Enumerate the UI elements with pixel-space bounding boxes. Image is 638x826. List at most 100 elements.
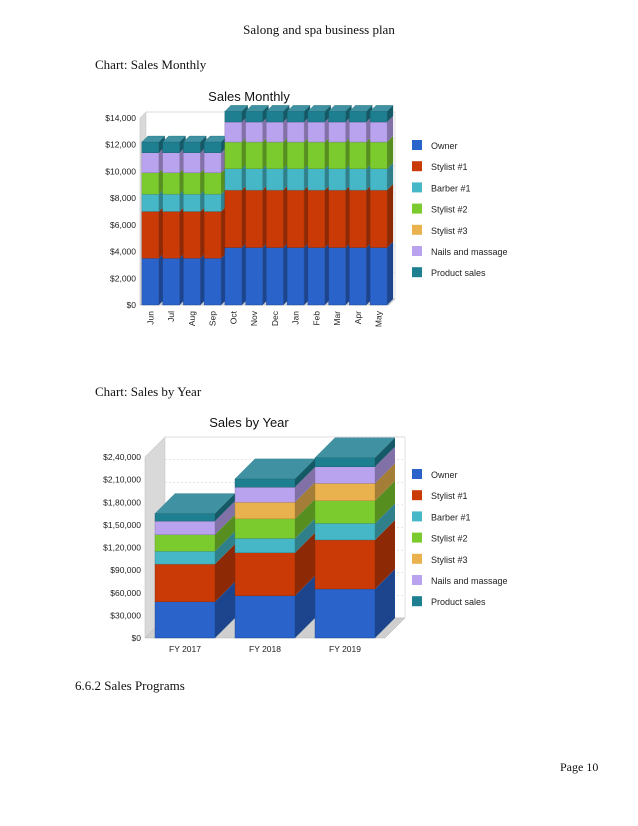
bar-segment-nails-and-massage xyxy=(234,467,315,503)
bar-side xyxy=(375,519,395,589)
legend-label: Nails and massage xyxy=(431,247,508,257)
bar-front xyxy=(183,152,201,173)
bar-segment-owner xyxy=(307,241,331,306)
bar-front xyxy=(203,141,222,153)
chart-caption-year: Chart: Sales by Year xyxy=(95,384,202,399)
bar-segment-stylist-1 xyxy=(203,205,228,259)
bar-side xyxy=(295,482,315,519)
x-tick-label: Feb xyxy=(311,311,321,326)
bar-front xyxy=(203,211,222,259)
bar-front xyxy=(162,172,180,195)
bar-segment-owner xyxy=(245,241,269,306)
bar-segment-owner xyxy=(349,241,373,306)
bar-segment-product-sales xyxy=(286,105,311,123)
bar-front xyxy=(162,211,180,259)
bar-front xyxy=(162,193,180,212)
bar-segment-barber-1 xyxy=(203,188,228,212)
bar-top xyxy=(183,135,207,143)
bar-segment-stylist-1 xyxy=(234,532,315,596)
bar-side xyxy=(387,105,394,123)
bar-front xyxy=(154,551,216,565)
bar-segment-product-sales xyxy=(154,493,236,522)
bar-front xyxy=(234,595,296,639)
bar-side xyxy=(375,480,395,524)
bar-side xyxy=(387,162,394,191)
bar-front xyxy=(245,121,263,143)
legend-label: Stylist #1 xyxy=(431,491,468,501)
bar-front xyxy=(183,211,201,259)
bar-top xyxy=(349,105,373,112)
bar-front xyxy=(266,168,284,191)
y-tick-label: $1,80,000 xyxy=(103,497,141,507)
legend-entry-stylist-2: Stylist #2 xyxy=(412,203,468,215)
bar-front xyxy=(286,168,305,191)
bar-segment-stylist-2 xyxy=(314,480,395,524)
bar-side xyxy=(295,498,315,539)
bar-front xyxy=(234,552,296,596)
bar-side xyxy=(215,514,235,552)
bar-front xyxy=(141,172,160,195)
legend-entry-stylist-2: Stylist #2 xyxy=(412,532,468,544)
bar-segment-owner xyxy=(162,252,186,306)
bar-top xyxy=(141,135,166,143)
y-tick-label: $0 xyxy=(127,300,137,310)
x-tick-label: Jun xyxy=(145,311,155,325)
bar-segment-stylist-3 xyxy=(314,463,395,501)
x-tick-label: Jan xyxy=(291,311,301,325)
y-tick-label: $8,000 xyxy=(110,193,136,203)
bar-segment-product-sales xyxy=(266,105,290,123)
bar-side xyxy=(295,532,315,596)
y-tick-label: $1,20,000 xyxy=(103,543,141,553)
bar-side xyxy=(375,446,395,484)
bar-segment-stylist-1 xyxy=(224,184,248,248)
x-tick-label: Jul xyxy=(166,311,176,322)
bar-segment-stylist-1 xyxy=(245,184,269,248)
bar-front xyxy=(369,141,388,169)
bar-front xyxy=(307,111,326,123)
chart-caption-monthly: Chart: Sales Monthly xyxy=(95,57,207,72)
bar-segment-barber-1 xyxy=(154,531,235,565)
legend-entry-product-sales: Product sales xyxy=(412,267,486,278)
legend-swatch xyxy=(412,203,422,214)
bar-front xyxy=(286,247,305,306)
bar-front xyxy=(224,247,243,306)
chart-title: Sales by Year xyxy=(209,415,289,430)
bar-front xyxy=(349,111,367,123)
bar-front xyxy=(314,588,376,639)
legend-label: Owner xyxy=(431,141,458,151)
x-tick-label: Aug xyxy=(187,311,197,326)
sales-by-year-chart: Sales by Year $0 $30,000 $60,000 $90,000 $1,2… xyxy=(103,415,507,654)
bar-side xyxy=(295,518,315,553)
bar-front xyxy=(162,152,180,173)
bar-side xyxy=(366,105,373,123)
bar-side xyxy=(200,136,207,153)
bar-front xyxy=(328,168,346,191)
legend-label: Barber #1 xyxy=(431,512,471,522)
y-tick-label: $0 xyxy=(132,633,142,643)
bar-side xyxy=(375,503,395,540)
bar-segment-owner xyxy=(183,252,207,306)
legend-entry-stylist-3: Stylist #3 xyxy=(412,553,468,565)
bar-front xyxy=(141,211,160,259)
bar-front xyxy=(349,168,367,191)
legend-entry-stylist-3: Stylist #3 xyxy=(412,224,468,236)
bar-top xyxy=(314,437,396,458)
bar-side xyxy=(304,105,311,123)
bar-segment-owner xyxy=(286,241,311,306)
bar-front xyxy=(369,121,388,143)
bar-segment-owner xyxy=(203,252,228,306)
legend-entry-nails-and-massage: Nails and massage xyxy=(412,246,508,257)
bar-segment-product-sales xyxy=(183,135,207,153)
bar-front xyxy=(369,168,388,191)
x-tick-label: FY 2017 xyxy=(169,644,201,654)
bar-front xyxy=(141,258,160,306)
bar-front xyxy=(224,111,243,123)
bar-front xyxy=(286,141,305,169)
chart-title: Sales Monthly xyxy=(208,89,290,104)
bar-front xyxy=(369,189,388,248)
bar-side xyxy=(375,463,395,501)
bar-side xyxy=(262,105,269,123)
bar-front xyxy=(234,486,296,503)
bar-front xyxy=(203,152,222,173)
bar-front xyxy=(328,121,346,143)
